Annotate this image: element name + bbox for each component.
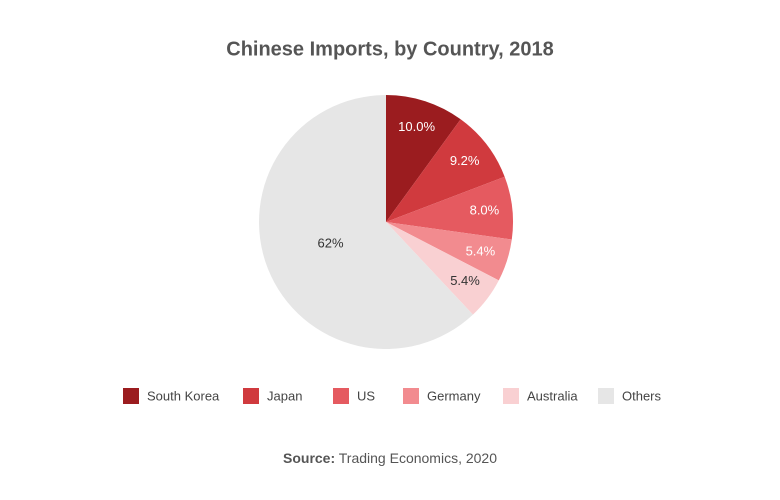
legend-label: Australia (527, 388, 578, 403)
data-label: 10.0% (398, 119, 435, 134)
source-label: Source: (283, 450, 335, 466)
legend-label: US (357, 388, 375, 403)
legend-swatch (503, 388, 519, 404)
chart-title: Chinese Imports, by Country, 2018 (226, 38, 554, 60)
legend-label: Germany (427, 388, 481, 403)
legend-swatch (598, 388, 614, 404)
source-note: Source: Trading Economics, 2020 (283, 450, 497, 466)
data-label: 62% (317, 235, 343, 250)
source-text: Trading Economics, 2020 (339, 450, 497, 466)
data-label: 5.4% (450, 273, 480, 288)
legend-label: Others (622, 388, 662, 403)
legend-swatch (123, 388, 139, 404)
pie-slice (386, 119, 505, 222)
data-label: 8.0% (470, 202, 500, 217)
pie-slice (386, 176, 513, 240)
data-label: 5.4% (466, 243, 496, 258)
pie-slice (386, 95, 461, 222)
pie-slice (386, 222, 499, 315)
legend-swatch (333, 388, 349, 404)
legend-label: South Korea (147, 388, 220, 403)
pie-slice (258, 95, 473, 349)
legend-label: Japan (267, 388, 302, 403)
legend-swatch (243, 388, 259, 404)
data-label: 9.2% (450, 153, 480, 168)
pie-slice (386, 222, 512, 281)
legend-swatch (403, 388, 419, 404)
